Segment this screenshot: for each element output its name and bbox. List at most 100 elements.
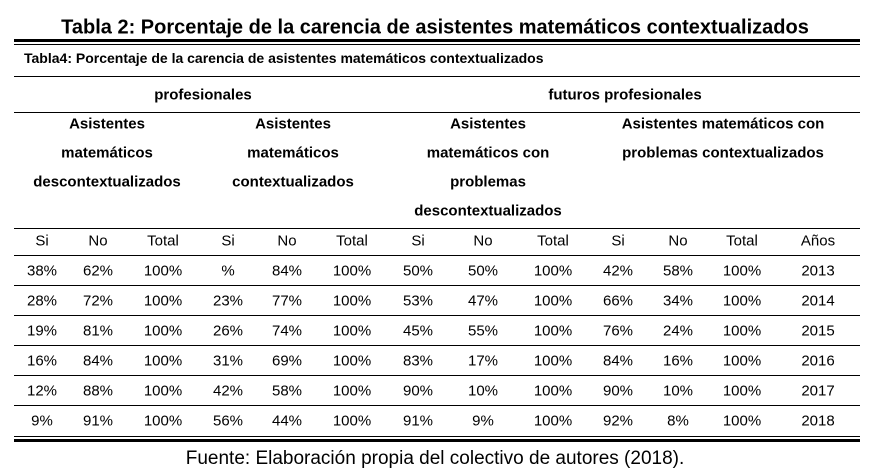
group-header: Asistentes	[450, 115, 526, 133]
cell: 100%	[722, 412, 762, 430]
group-header: matemáticos	[61, 144, 153, 162]
cell: 16%	[26, 352, 58, 370]
cell: 23%	[212, 292, 244, 310]
rule	[14, 436, 860, 437]
column-header: Total	[537, 232, 569, 250]
cell: 42%	[212, 382, 244, 400]
cell: 91%	[82, 412, 114, 430]
title: Tabla 2: Porcentaje de la carencia de as…	[61, 16, 809, 39]
top-header: profesionales	[154, 86, 252, 104]
cell: 8%	[667, 412, 689, 430]
top-header: futuros profesionales	[548, 86, 702, 104]
rule	[14, 228, 860, 229]
cell: 100%	[533, 292, 573, 310]
cell: 10%	[662, 382, 694, 400]
rule	[14, 76, 860, 77]
group-header: problemas contextualizados	[622, 144, 824, 162]
cell: 83%	[402, 352, 434, 370]
cell: 2013	[801, 262, 835, 280]
cell: 2017	[801, 382, 835, 400]
cell: 90%	[602, 382, 634, 400]
cell: 92%	[602, 412, 634, 430]
cell: 2014	[801, 292, 835, 310]
cell: 100%	[143, 292, 183, 310]
cell: 50%	[467, 262, 499, 280]
column-header: No	[668, 232, 688, 250]
cell: 100%	[332, 292, 372, 310]
cell: 100%	[722, 322, 762, 340]
rule	[14, 315, 860, 316]
cell: 47%	[467, 292, 499, 310]
cell: %	[221, 262, 235, 280]
cell: 88%	[82, 382, 114, 400]
group-header: descontextualizados	[33, 173, 181, 191]
rule	[14, 255, 860, 256]
cell: 58%	[662, 262, 694, 280]
cell: 100%	[722, 262, 762, 280]
cell: 34%	[662, 292, 694, 310]
cell: 42%	[602, 262, 634, 280]
cell: 100%	[143, 382, 183, 400]
column-header: Total	[147, 232, 179, 250]
group-header: contextualizados	[232, 173, 354, 191]
cell: 74%	[271, 322, 303, 340]
cell: 100%	[533, 322, 573, 340]
cell: 44%	[271, 412, 303, 430]
cell: 81%	[82, 322, 114, 340]
cell: 69%	[271, 352, 303, 370]
rule	[14, 375, 860, 376]
column-header: Si	[411, 232, 425, 250]
column-header: No	[473, 232, 493, 250]
column-header: Años	[800, 232, 836, 250]
cell: 50%	[402, 262, 434, 280]
column-header: Total	[336, 232, 368, 250]
column-header: Si	[611, 232, 625, 250]
footer: Fuente: Elaboración propia del colectivo…	[185, 448, 685, 469]
group-header: matemáticos con	[426, 144, 550, 162]
cell: 100%	[143, 352, 183, 370]
cell: 24%	[662, 322, 694, 340]
cell: 84%	[271, 262, 303, 280]
cell: 100%	[533, 412, 573, 430]
cell: 84%	[602, 352, 634, 370]
group-header: descontextualizados	[414, 202, 562, 220]
rule	[14, 39, 860, 42]
cell: 100%	[533, 262, 573, 280]
cell: 100%	[332, 322, 372, 340]
cell: 9%	[472, 412, 494, 430]
cell: 17%	[467, 352, 499, 370]
cell: 100%	[143, 322, 183, 340]
group-header: problemas	[450, 173, 526, 191]
cell: 100%	[332, 352, 372, 370]
cell: 84%	[82, 352, 114, 370]
cell: 2015	[801, 322, 835, 340]
group-header: Asistentes	[255, 115, 331, 133]
rule	[14, 439, 860, 442]
cell: 12%	[26, 382, 58, 400]
cell: 100%	[533, 382, 573, 400]
cell: 100%	[332, 262, 372, 280]
cell: 62%	[82, 262, 114, 280]
cell: 9%	[31, 412, 53, 430]
cell: 56%	[212, 412, 244, 430]
cell: 100%	[722, 292, 762, 310]
column-header: Si	[221, 232, 235, 250]
cell: 100%	[332, 412, 372, 430]
cell: 72%	[82, 292, 114, 310]
cell: 100%	[143, 262, 183, 280]
cell: 55%	[467, 322, 499, 340]
rule	[14, 405, 860, 406]
cell: 31%	[212, 352, 244, 370]
column-header: Si	[35, 232, 49, 250]
column-header: No	[88, 232, 108, 250]
group-header: Asistentes matemáticos con	[621, 115, 825, 133]
rule	[14, 44, 860, 45]
cell: 45%	[402, 322, 434, 340]
cell: 100%	[533, 352, 573, 370]
cell: 58%	[271, 382, 303, 400]
cell: 38%	[26, 262, 58, 280]
cell: 66%	[602, 292, 634, 310]
cell: 2016	[801, 352, 835, 370]
cell: 91%	[402, 412, 434, 430]
